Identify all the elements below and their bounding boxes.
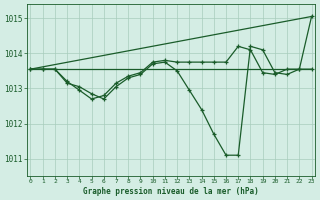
X-axis label: Graphe pression niveau de la mer (hPa): Graphe pression niveau de la mer (hPa)	[83, 187, 259, 196]
